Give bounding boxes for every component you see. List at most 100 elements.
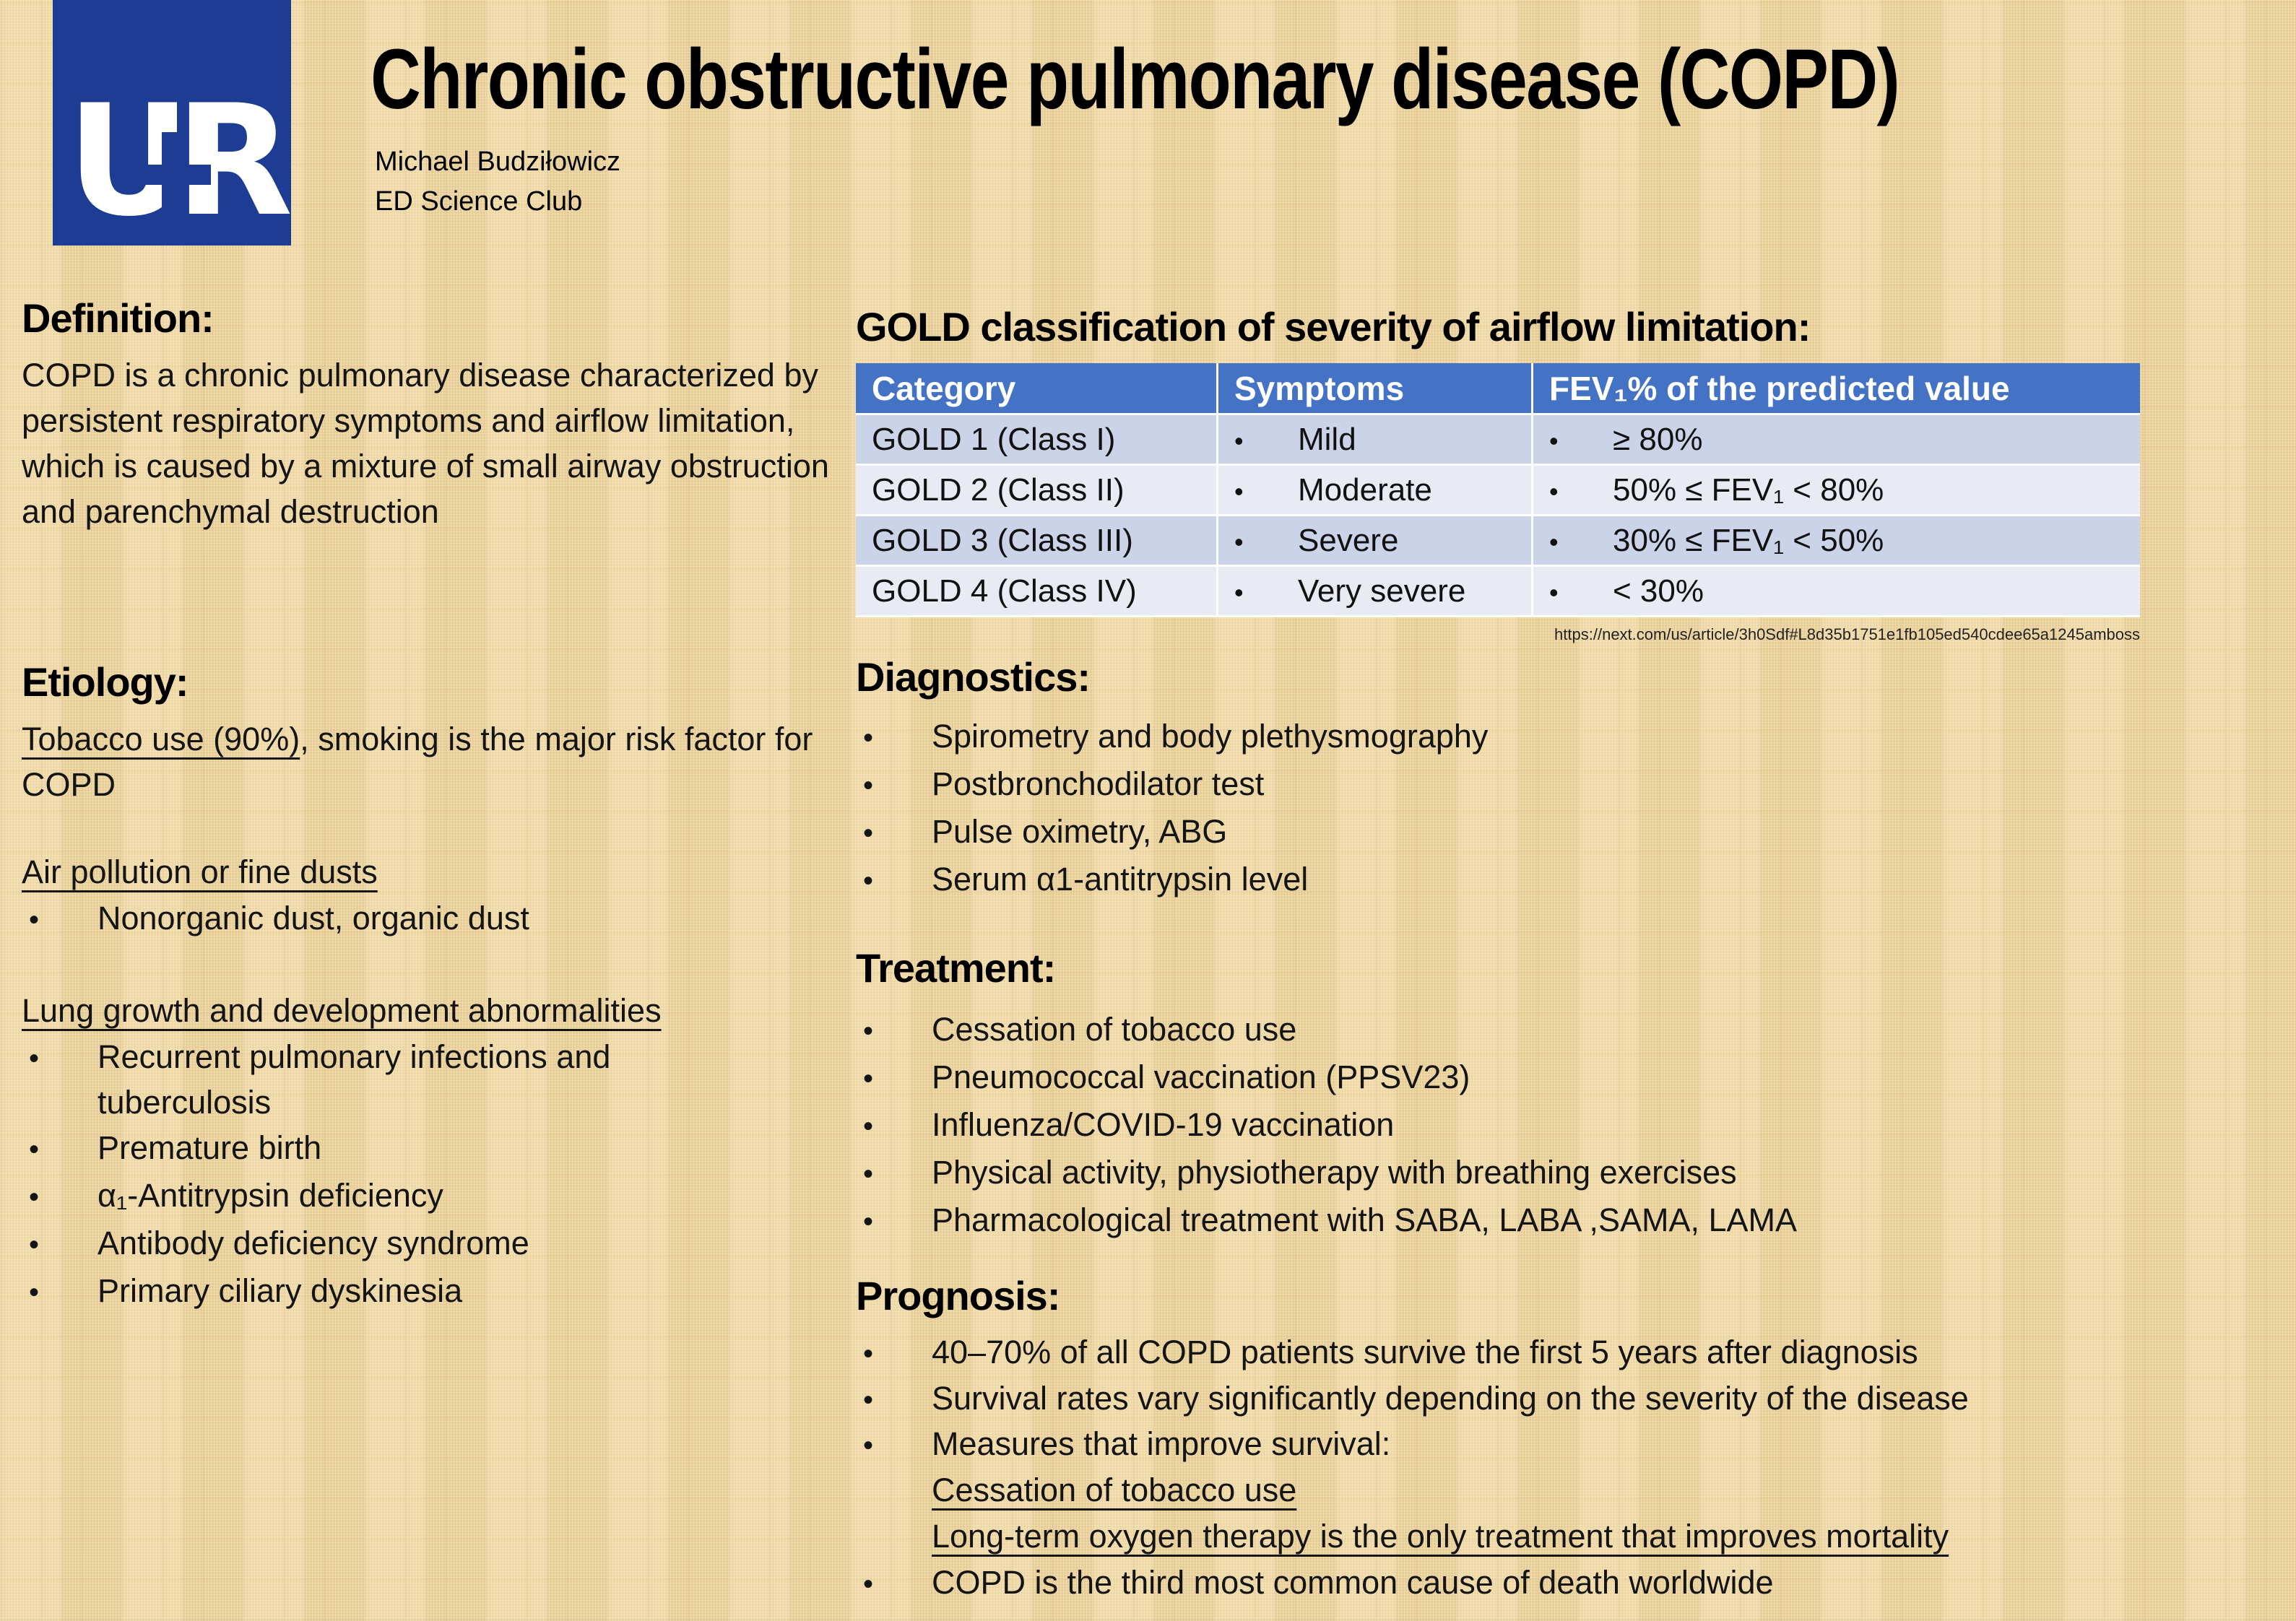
diagnostics-item: Serum α1-antitrypsin level — [932, 861, 1309, 898]
definition-body: COPD is a chronic pulmonary disease char… — [22, 357, 829, 530]
table-cell-category: GOLD 3 (Class III) — [856, 516, 1218, 567]
bullet-icon — [856, 1376, 932, 1423]
list-item: Recurrent pulmonary infections and tuber… — [22, 1034, 845, 1125]
list-item: Physical activity, physiotherapy with br… — [856, 1150, 2271, 1197]
bullet-icon — [22, 1268, 98, 1316]
table-cell-category: GOLD 1 (Class I) — [856, 415, 1218, 466]
list-item: Spirometry and body plethysmography — [856, 713, 2271, 761]
table-cell-category: GOLD 4 (Class IV) — [856, 567, 1218, 617]
bullet-icon — [1549, 523, 1613, 559]
definition-heading: Definition: — [22, 295, 215, 341]
etiology-tobacco-line: Tobacco use (90%), smoking is the major … — [22, 716, 845, 807]
etiology-heading: Etiology: — [22, 659, 189, 705]
bullet-icon — [856, 1421, 932, 1469]
symptoms-value: Mild — [1298, 421, 1356, 457]
list-item: Nonorganic dust, organic dust — [22, 895, 845, 943]
treatment-item: Pharmacological treatment with SABA, LAB… — [932, 1201, 1798, 1238]
tobacco-use-underlined: Tobacco use (90%) — [22, 721, 300, 757]
bullet-icon — [22, 1173, 98, 1220]
table-cell-symptoms: Mild — [1218, 415, 1533, 466]
diagnostics-list: Spirometry and body plethysmography Post… — [856, 713, 2271, 904]
table-cell-symptoms: Severe — [1218, 516, 1533, 567]
treatment-item: Pneumococcal vaccination (PPSV23) — [932, 1059, 1470, 1095]
list-item: 40–70% of all COPD patients survive the … — [856, 1329, 2293, 1377]
lung-growth-list: Recurrent pulmonary infections and tuber… — [22, 1034, 845, 1316]
prognosis-item: Survival rates vary significantly depend… — [932, 1380, 1969, 1417]
bullet-icon — [1549, 422, 1613, 458]
air-pollution-heading: Air pollution or fine dusts — [22, 853, 378, 890]
tobacco-use-rest: , smoking is the major risk factor for C… — [22, 721, 813, 803]
lung-growth-item: α₁-Antitrypsin deficiency — [98, 1177, 443, 1214]
bullet-icon — [1549, 573, 1613, 609]
diagnostics-item: Spirometry and body plethysmography — [932, 718, 1489, 755]
diagnostics-heading: Diagnostics: — [856, 654, 1091, 700]
symptoms-value: Very severe — [1298, 573, 1466, 609]
bullet-icon — [1549, 472, 1613, 508]
list-item: COPD is the third most common cause of d… — [856, 1560, 2293, 1607]
bullet-icon — [22, 895, 98, 943]
svg-text:UR: UR — [66, 71, 290, 245]
prognosis-underlined-measure: Cessation of tobacco use — [932, 1472, 1297, 1508]
bullet-icon — [856, 809, 932, 856]
treatment-item: Physical activity, physiotherapy with br… — [932, 1154, 1737, 1191]
symptoms-value: Severe — [1298, 522, 1399, 558]
list-item: Pharmacological treatment with SABA, LAB… — [856, 1197, 2271, 1245]
university-logo: UR — [53, 0, 306, 250]
bullet-icon — [856, 1560, 932, 1607]
bullet-icon — [22, 1125, 98, 1173]
gold-classification-table: Category Symptoms FEV₁% of the predicted… — [856, 363, 2140, 617]
table-cell-fev: ≥ 80% — [1533, 415, 2140, 466]
page-title: Chronic obstructive pulmonary disease (C… — [371, 32, 1900, 127]
bullet-icon — [856, 1102, 932, 1150]
prognosis-item: 40–70% of all COPD patients survive the … — [932, 1334, 1918, 1370]
bullet-icon — [856, 1007, 932, 1054]
prognosis-heading: Prognosis: — [856, 1273, 1060, 1318]
bullet-icon — [856, 1150, 932, 1197]
bullet-icon — [856, 856, 932, 904]
list-item: Serum α1-antitrypsin level — [856, 856, 2271, 904]
list-item: Survival rates vary significantly depend… — [856, 1376, 2293, 1423]
treatment-list: Cessation of tobacco use Pneumococcal va… — [856, 1007, 2271, 1245]
prognosis-underlined-measure: Long-term oxygen therapy is the only tre… — [932, 1518, 1949, 1555]
table-cell-category: GOLD 2 (Class II) — [856, 466, 1218, 516]
list-item: Cessation of tobacco use — [856, 1007, 2271, 1054]
treatment-heading: Treatment: — [856, 945, 1056, 991]
bullet-icon — [1234, 523, 1298, 559]
list-item: Pulse oximetry, ABG — [856, 809, 2271, 856]
list-item: Pneumococcal vaccination (PPSV23) — [856, 1054, 2271, 1102]
diagnostics-item: Pulse oximetry, ABG — [932, 813, 1228, 850]
fev-value: 30% ≤ FEV₁ < 50% — [1613, 522, 1884, 558]
bullet-icon — [856, 713, 932, 761]
air-pollution-item: Nonorganic dust, organic dust — [98, 900, 529, 936]
lung-growth-heading: Lung growth and development abnormalitie… — [22, 992, 662, 1029]
lung-growth-item: Antibody deficiency syndrome — [98, 1225, 529, 1261]
bullet-icon — [856, 761, 932, 809]
prognosis-item: COPD is the third most common cause of d… — [932, 1564, 1774, 1601]
bullet-icon — [1234, 573, 1298, 609]
prognosis-item: Measures that improve survival: — [932, 1425, 1391, 1462]
bullet-icon — [856, 1054, 932, 1102]
lung-growth-item: Recurrent pulmonary infections and tuber… — [98, 1038, 611, 1121]
treatment-item: Cessation of tobacco use — [932, 1011, 1297, 1048]
gold-heading: GOLD classification of severity of airfl… — [856, 304, 1811, 349]
table-cell-symptoms: Moderate — [1218, 466, 1533, 516]
bullet-icon — [1234, 472, 1298, 508]
diagnostics-item: Postbronchodilator test — [932, 765, 1265, 802]
fev-value: 50% ≤ FEV₁ < 80% — [1613, 471, 1884, 508]
fev-value: < 30% — [1613, 573, 1704, 609]
list-item: α₁-Antitrypsin deficiency — [22, 1173, 845, 1220]
table-cell-fev: 50% ≤ FEV₁ < 80% — [1533, 466, 2140, 516]
bullet-icon — [1234, 422, 1298, 458]
lung-growth-item: Primary ciliary dyskinesia — [98, 1272, 463, 1309]
bullet-icon — [22, 1220, 98, 1268]
table-header-symptoms: Symptoms — [1218, 363, 1533, 415]
list-item: Premature birth — [22, 1125, 845, 1173]
symptoms-value: Moderate — [1298, 471, 1432, 508]
list-item: Influenza/COVID-19 vaccination — [856, 1102, 2271, 1150]
table-cell-fev: < 30% — [1533, 567, 2140, 617]
list-item: Antibody deficiency syndrome — [22, 1220, 845, 1268]
bullet-icon — [856, 1197, 932, 1245]
lung-growth-item: Premature birth — [98, 1129, 322, 1166]
table-header-fev: FEV₁% of the predicted value — [1533, 363, 2140, 415]
